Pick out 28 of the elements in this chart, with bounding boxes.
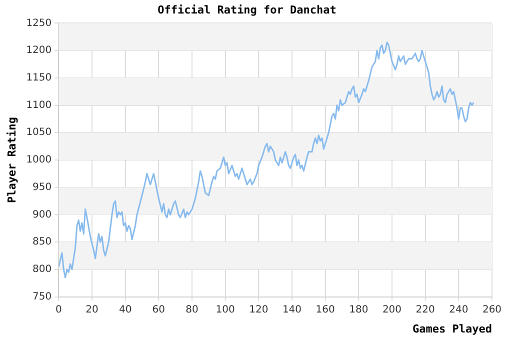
y-tick-label: 800 [32,264,52,276]
x-tick-label: 120 [249,304,268,316]
x-tick-label: 80 [186,304,198,316]
chart-title: Official Rating for Danchat [158,3,336,16]
y-tick-label: 1150 [26,72,52,84]
x-tick-label: 240 [449,304,468,316]
y-tick-label: 1000 [26,154,52,166]
x-tick-label: 160 [316,304,335,316]
y-tick-label: 850 [32,236,52,248]
y-tick-label: 900 [32,209,52,220]
x-tick-label: 60 [152,304,166,316]
x-axis-title: Games Played [412,322,492,336]
x-tick-label: 180 [349,304,368,316]
y-tick-label: 1100 [26,100,52,111]
x-tick-label: 20 [86,304,98,316]
x-tick-label: 260 [482,304,502,316]
x-tick-label: 40 [118,304,132,316]
x-tick-label: 200 [382,304,402,316]
y-tick-label: 1200 [26,45,52,56]
x-tick-label: 100 [216,304,235,316]
y-tick-label: 750 [32,291,52,302]
y-tick-label: 1050 [26,127,52,138]
x-tick-label: 220 [416,304,435,316]
y-tick-label: 1250 [26,18,52,29]
y-axis-title: Player Rating [5,116,18,204]
x-tick-label: 0 [55,304,62,316]
y-tick-label: 950 [32,182,52,193]
x-tick-label: 140 [282,304,302,316]
